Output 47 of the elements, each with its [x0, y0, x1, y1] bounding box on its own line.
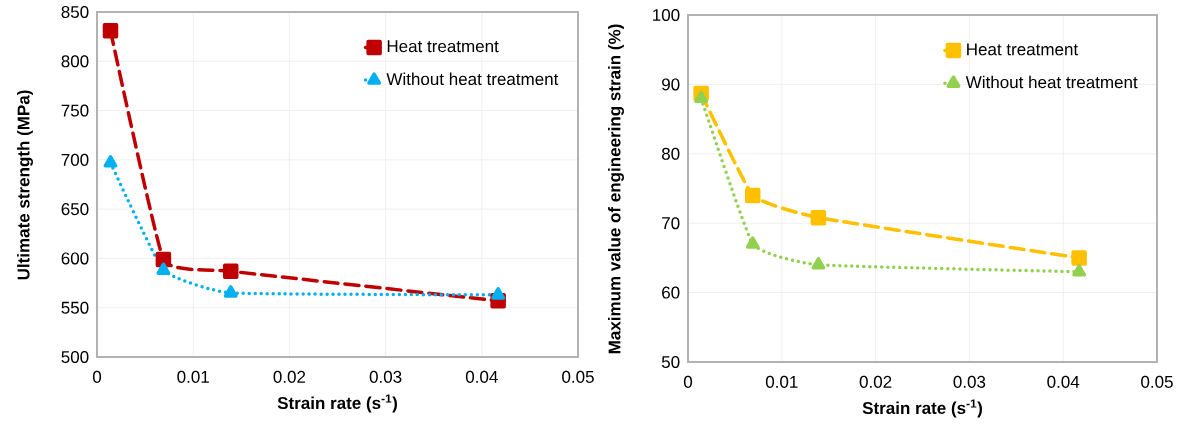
y-tick-label: 500 [61, 350, 89, 364]
y-axis-title: Maximum value of engineering strain (%) [608, 24, 624, 354]
y-tick-label: 650 [61, 203, 89, 216]
point [491, 287, 506, 300]
x-tick-label: 0 [683, 375, 693, 388]
x-tick-label: 0.05 [562, 370, 594, 383]
x-tick-label: 0.04 [1047, 375, 1080, 388]
point [694, 90, 709, 104]
x-tick-label: 0.03 [953, 375, 986, 388]
x-tick-label: 0.05 [1141, 375, 1173, 388]
x-tick-label: 0.03 [369, 370, 402, 383]
point [1072, 264, 1087, 277]
point [102, 22, 119, 39]
x-tick-label: 0.02 [859, 375, 892, 388]
x-tick-label: 0.02 [273, 370, 306, 383]
point [810, 209, 827, 226]
x-tick-label: 0.01 [765, 375, 798, 388]
y-tick-label: 850 [61, 5, 89, 19]
legend-label: Without heat treatment [965, 75, 1138, 89]
point [811, 257, 826, 270]
x-tick-label: 0.04 [465, 370, 498, 383]
x-axis-title: Strain rate (s$^{-1}$) [277, 394, 397, 413]
x-tick-label: 0.01 [177, 370, 209, 383]
y-tick-label: 700 [61, 153, 89, 166]
y-axis-title: Ultimate strength (MPa) [17, 90, 33, 280]
y-tick-label: 60 [662, 286, 680, 299]
y-tick-label: 550 [61, 301, 89, 314]
point [1071, 250, 1087, 266]
y-tick-label: 800 [61, 55, 89, 68]
y-tick-label: 750 [61, 104, 89, 117]
x-tick-label: 0 [92, 370, 102, 383]
y-tick-label: 70 [662, 217, 680, 230]
point [103, 155, 118, 168]
point [222, 263, 239, 279]
x-axis-title: Strain rate (s$^{-1}$) [862, 399, 982, 418]
point [745, 236, 760, 249]
point [223, 285, 238, 298]
y-tick-label: 50 [661, 355, 680, 369]
legend-label: Heat treatment [967, 43, 1079, 56]
legend-label: Heat treatment [387, 40, 499, 53]
legend-label: Without heat treatment [386, 72, 559, 86]
point [744, 187, 761, 204]
y-tick-label: 90 [662, 78, 680, 91]
y-tick-label: 600 [61, 252, 89, 265]
y-tick-label: 80 [661, 147, 680, 160]
point [156, 262, 171, 275]
y-tick-label: 100 [653, 8, 680, 22]
